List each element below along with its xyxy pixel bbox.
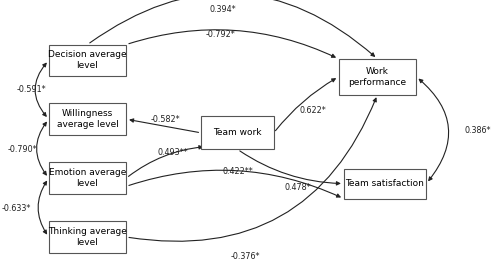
- Text: -0.790*: -0.790*: [8, 145, 38, 154]
- Text: -0.792*: -0.792*: [205, 30, 235, 39]
- Text: -0.633*: -0.633*: [2, 204, 30, 213]
- FancyBboxPatch shape: [48, 221, 126, 253]
- Text: 0.422**: 0.422**: [222, 167, 253, 176]
- Text: -0.582*: -0.582*: [150, 115, 180, 124]
- FancyBboxPatch shape: [48, 104, 126, 135]
- Text: -0.591*: -0.591*: [16, 85, 46, 93]
- Text: 0.386*: 0.386*: [464, 126, 491, 135]
- Text: Team work: Team work: [213, 129, 262, 137]
- FancyBboxPatch shape: [339, 59, 416, 95]
- Text: Work
performance: Work performance: [348, 67, 406, 87]
- Text: 0.394*: 0.394*: [209, 5, 236, 14]
- Text: 0.493**: 0.493**: [157, 148, 188, 156]
- Text: 0.622*: 0.622*: [299, 107, 326, 115]
- FancyBboxPatch shape: [48, 45, 126, 76]
- Text: Decision average
level: Decision average level: [48, 50, 127, 70]
- Text: 0.478*: 0.478*: [284, 183, 311, 192]
- Text: Emotion average
level: Emotion average level: [49, 168, 126, 188]
- Text: -0.376*: -0.376*: [230, 252, 260, 261]
- Text: Thinking average
level: Thinking average level: [48, 227, 127, 247]
- FancyBboxPatch shape: [344, 169, 426, 199]
- Text: Team satisfaction: Team satisfaction: [346, 179, 424, 188]
- FancyBboxPatch shape: [201, 116, 274, 149]
- FancyBboxPatch shape: [48, 162, 126, 194]
- Text: Willingness
average level: Willingness average level: [56, 109, 118, 129]
